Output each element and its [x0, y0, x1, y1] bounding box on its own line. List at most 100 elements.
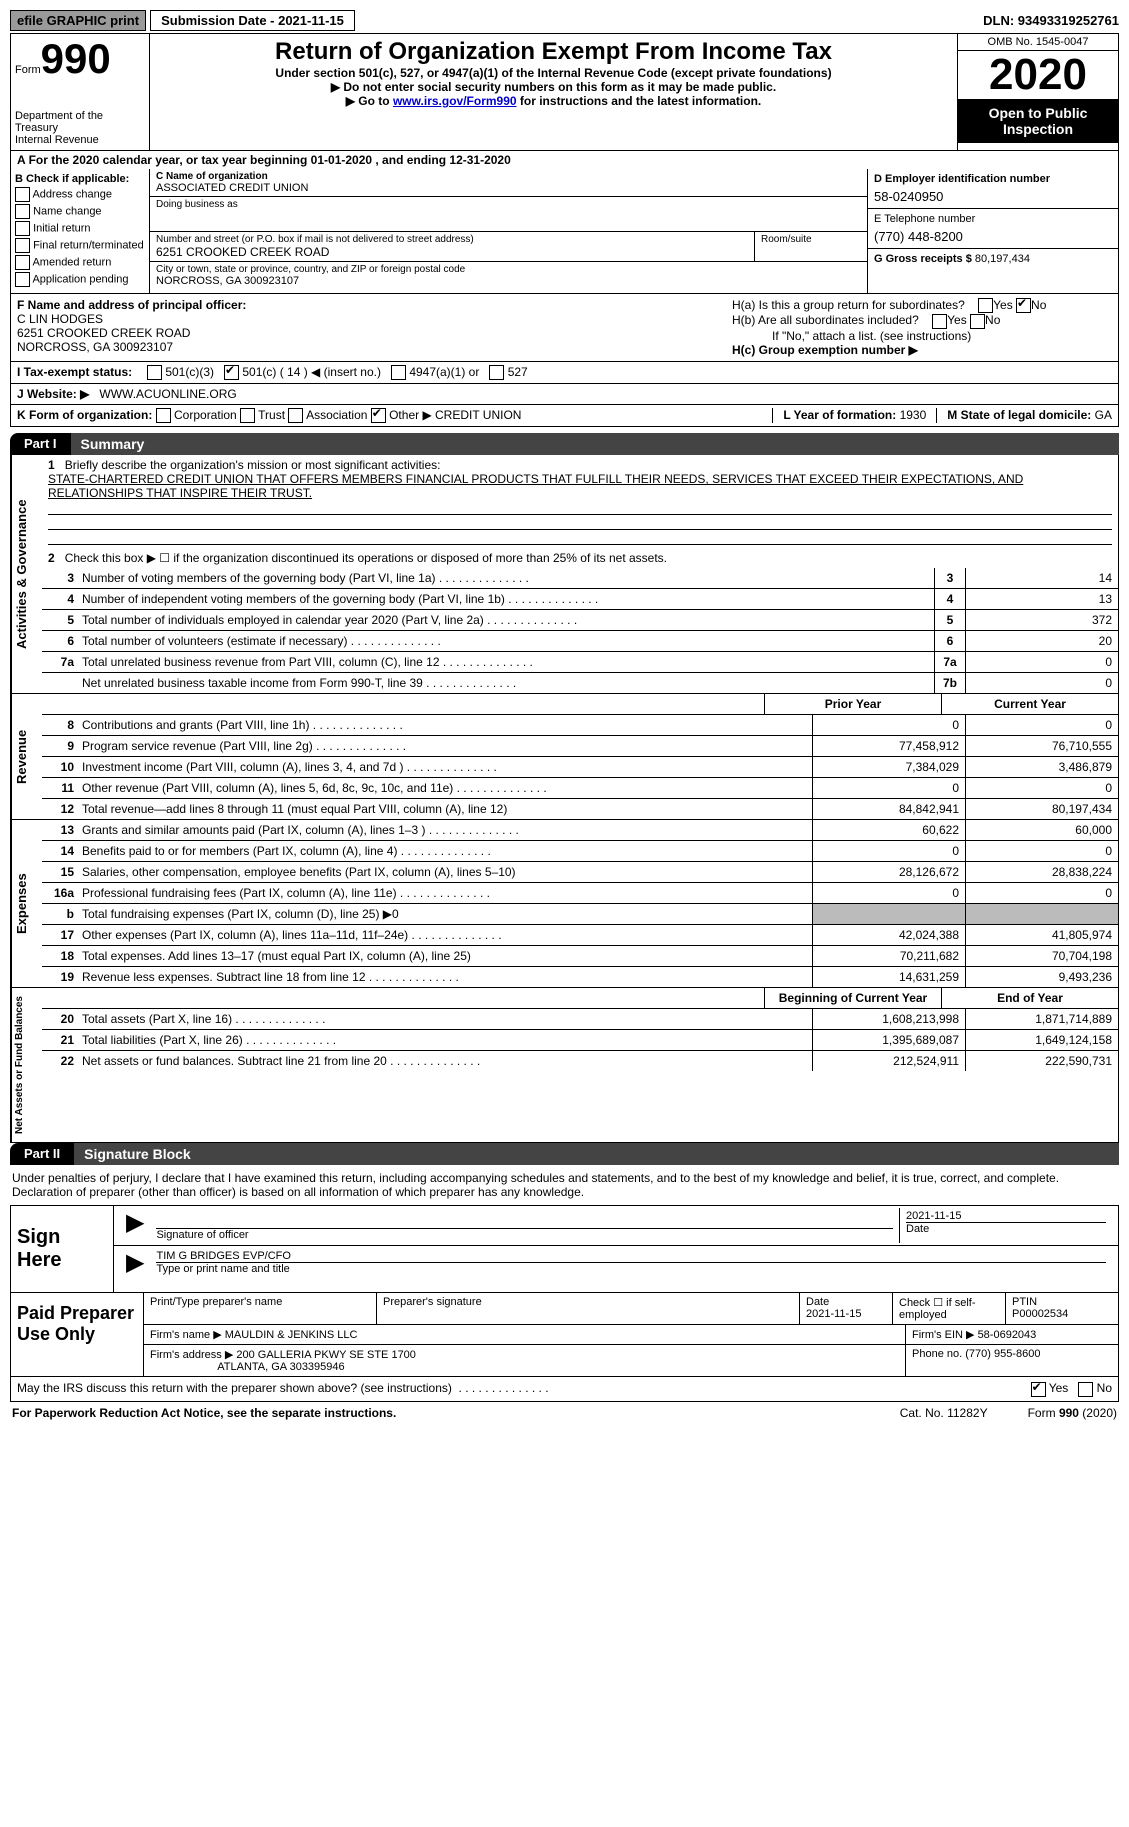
mission-num: 1 [48, 458, 55, 472]
l12-cy: 80,197,434 [965, 799, 1118, 819]
phone-value: (770) 448-8200 [874, 229, 1112, 244]
cb-501c3[interactable] [147, 365, 162, 380]
prep-date-label: Date [806, 1296, 829, 1308]
hdr-prior-year: Prior Year [764, 694, 941, 714]
submission-date-button[interactable]: Submission Date - 2021-11-15 [150, 10, 355, 31]
cb-trust[interactable] [240, 408, 255, 423]
officer-print-name: TIM G BRIDGES EVP/CFO [156, 1250, 1106, 1263]
gross-value: 80,197,434 [975, 253, 1030, 265]
cb-527[interactable] [489, 365, 504, 380]
efile-print-button[interactable]: efile GRAPHIC print [10, 10, 146, 31]
prep-sig-hdr: Preparer's signature [377, 1293, 800, 1324]
pra-notice: For Paperwork Reduction Act Notice, see … [12, 1406, 396, 1420]
dln-label: DLN: 93493319252761 [983, 13, 1119, 28]
l13-py: 60,622 [812, 820, 965, 840]
l18-text: Total expenses. Add lines 13–17 (must eq… [78, 946, 812, 966]
l18-cy: 70,704,198 [965, 946, 1118, 966]
cb-discuss-yes[interactable] [1031, 1382, 1046, 1397]
hb-note: If "No," attach a list. (see instruction… [732, 329, 1112, 343]
penalties-text: Under penalties of perjury, I declare th… [10, 1165, 1119, 1205]
cb-4947[interactable] [391, 365, 406, 380]
l6-box: 6 [934, 631, 965, 651]
l4-box: 4 [934, 589, 965, 609]
l8-py: 0 [812, 715, 965, 735]
firm-phone: (770) 955-8600 [965, 1348, 1040, 1360]
inspection-label: Open to Public Inspection [958, 99, 1118, 143]
cat-no: Cat. No. 11282Y [900, 1406, 988, 1420]
l22-text: Net assets or fund balances. Subtract li… [78, 1051, 812, 1071]
goto-post: for instructions and the latest informat… [517, 94, 762, 108]
officer-label: F Name and address of principal officer: [17, 298, 246, 312]
firm-addr2: ATLANTA, GA 303395946 [217, 1361, 344, 1373]
netassets-section: Net Assets or Fund Balances Beginning of… [10, 988, 1119, 1143]
l9-py: 77,458,912 [812, 736, 965, 756]
ha-label: H(a) Is this a group return for subordin… [732, 298, 965, 312]
irs-link[interactable]: www.irs.gov/Form990 [393, 94, 517, 108]
l22-cy: 222,590,731 [965, 1051, 1118, 1071]
city-label: City or town, state or province, country… [156, 264, 861, 275]
l14-text: Benefits paid to or for members (Part IX… [78, 841, 812, 861]
form-header: Form 990 Department of the Treasury Inte… [10, 33, 1119, 151]
side-netassets: Net Assets or Fund Balances [11, 988, 42, 1142]
l15-cy: 28,838,224 [965, 862, 1118, 882]
l15-text: Salaries, other compensation, employee b… [78, 862, 812, 882]
part-ii-title: Signature Block [74, 1143, 1119, 1165]
l14-py: 0 [812, 841, 965, 861]
l22-py: 212,524,911 [812, 1051, 965, 1071]
cb-address-change[interactable] [15, 187, 30, 202]
label-address-change: Address change [32, 188, 112, 200]
l16b-cy [965, 904, 1118, 924]
department-label: Department of the Treasury Internal Reve… [15, 110, 145, 146]
l20-py: 1,608,213,998 [812, 1009, 965, 1029]
hb-label: H(b) Are all subordinates included? [732, 313, 919, 327]
l4-val: 13 [965, 589, 1118, 609]
cb-final-return[interactable] [15, 238, 30, 253]
cb-discuss-no[interactable] [1078, 1382, 1093, 1397]
sign-here-block: Sign Here ▶ Signature of officer 2021-11… [10, 1205, 1119, 1293]
cb-assoc[interactable] [288, 408, 303, 423]
side-governance: Activities & Governance [11, 455, 42, 693]
firm-addr-label: Firm's address ▶ [150, 1349, 233, 1361]
col-b-title: B Check if applicable: [15, 173, 145, 185]
l5-box: 5 [934, 610, 965, 630]
l13-cy: 60,000 [965, 820, 1118, 840]
part-i-title: Summary [71, 433, 1119, 455]
phone-label: E Telephone number [874, 213, 1112, 225]
cb-app-pending[interactable] [15, 272, 30, 287]
label-amended: Amended return [32, 256, 111, 268]
l11-py: 0 [812, 778, 965, 798]
form-no-footer: Form 990 (2020) [1028, 1406, 1117, 1420]
l9-text: Program service revenue (Part VIII, line… [78, 736, 812, 756]
officer-print-label: Type or print name and title [156, 1263, 1106, 1275]
officer-name: C LIN HODGES [17, 312, 720, 326]
l21-cy: 1,649,124,158 [965, 1030, 1118, 1050]
form-title: Return of Organization Exempt From Incom… [154, 38, 953, 66]
cb-ha-no[interactable] [1016, 298, 1031, 313]
firm-addr1: 200 GALLERIA PKWY SE STE 1700 [236, 1349, 416, 1361]
l21-py: 1,395,689,087 [812, 1030, 965, 1050]
year-formation: 1930 [900, 408, 927, 422]
cb-hb-yes[interactable] [932, 314, 947, 329]
cb-501c[interactable] [224, 365, 239, 380]
cb-initial-return[interactable] [15, 221, 30, 236]
cb-hb-no[interactable] [970, 314, 985, 329]
tax-year: 2020 [958, 51, 1118, 99]
ptin-label: PTIN [1012, 1296, 1037, 1308]
cb-corp[interactable] [156, 408, 171, 423]
form-of-org-row: K Form of organization: Corporation Trus… [10, 405, 1119, 427]
dba-label: Doing business as [156, 199, 861, 210]
l20-text: Total assets (Part X, line 16) [78, 1009, 812, 1029]
l4-text: Number of independent voting members of … [78, 589, 934, 609]
website-value: WWW.ACUONLINE.ORG [99, 387, 236, 401]
cb-amended[interactable] [15, 255, 30, 270]
l10-py: 7,384,029 [812, 757, 965, 777]
ptin-value: P00002534 [1012, 1308, 1068, 1320]
cb-ha-yes[interactable] [978, 298, 993, 313]
side-revenue: Revenue [11, 694, 42, 819]
part-i-header: Part I Summary [10, 433, 1119, 455]
org-name: ASSOCIATED CREDIT UNION [156, 182, 861, 194]
firm-phone-label: Phone no. [912, 1348, 962, 1360]
cb-other[interactable] [371, 408, 386, 423]
cb-name-change[interactable] [15, 204, 30, 219]
expenses-section: Expenses 13Grants and similar amounts pa… [10, 820, 1119, 988]
